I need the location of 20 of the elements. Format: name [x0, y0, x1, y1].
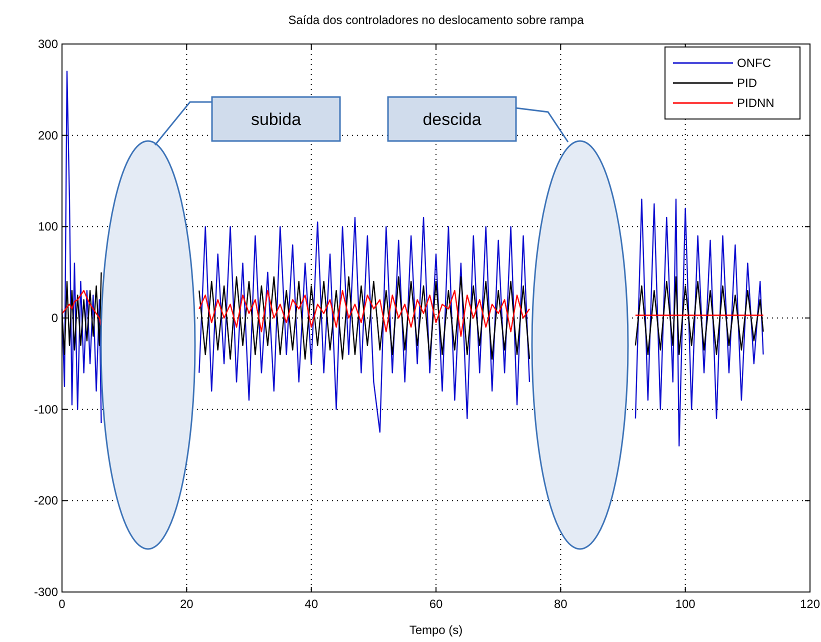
annotation: descida — [422, 110, 482, 129]
y-tick-label: 300 — [38, 37, 58, 51]
x-tick-label: 60 — [429, 597, 443, 611]
x-tick-label: 20 — [180, 597, 194, 611]
legend-label: PID — [737, 76, 758, 90]
legend-label: ONFC — [737, 56, 772, 70]
legend-label: PIDNN — [737, 96, 774, 110]
x-tick-label: 80 — [554, 597, 568, 611]
y-tick-label: -100 — [34, 402, 58, 416]
y-tick-label: 200 — [38, 128, 58, 142]
y-tick-label: -300 — [34, 585, 58, 599]
x-tick-label: 120 — [800, 597, 820, 611]
y-tick-label: 100 — [38, 220, 58, 234]
y-tick-label: 0 — [51, 311, 58, 325]
x-axis-title: Tempo (s) — [409, 623, 463, 637]
x-tick-label: 40 — [304, 597, 318, 611]
chart-title: Saída dos controladores no deslocamento sobre rampa — [288, 13, 584, 27]
annotation: subida — [250, 110, 302, 129]
x-tick-label: 100 — [675, 597, 696, 611]
y-tick-label: -200 — [34, 494, 58, 508]
